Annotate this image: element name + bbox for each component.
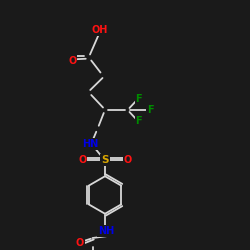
Text: F: F — [147, 105, 153, 115]
Text: NH: NH — [98, 226, 114, 236]
Text: O: O — [123, 155, 132, 165]
Text: O: O — [68, 56, 76, 66]
Text: OH: OH — [92, 25, 108, 35]
Text: F: F — [136, 116, 142, 126]
Text: O: O — [78, 155, 87, 165]
Text: O: O — [76, 238, 84, 248]
Text: S: S — [101, 155, 109, 165]
Text: F: F — [136, 94, 142, 104]
Text: HN: HN — [82, 139, 98, 149]
